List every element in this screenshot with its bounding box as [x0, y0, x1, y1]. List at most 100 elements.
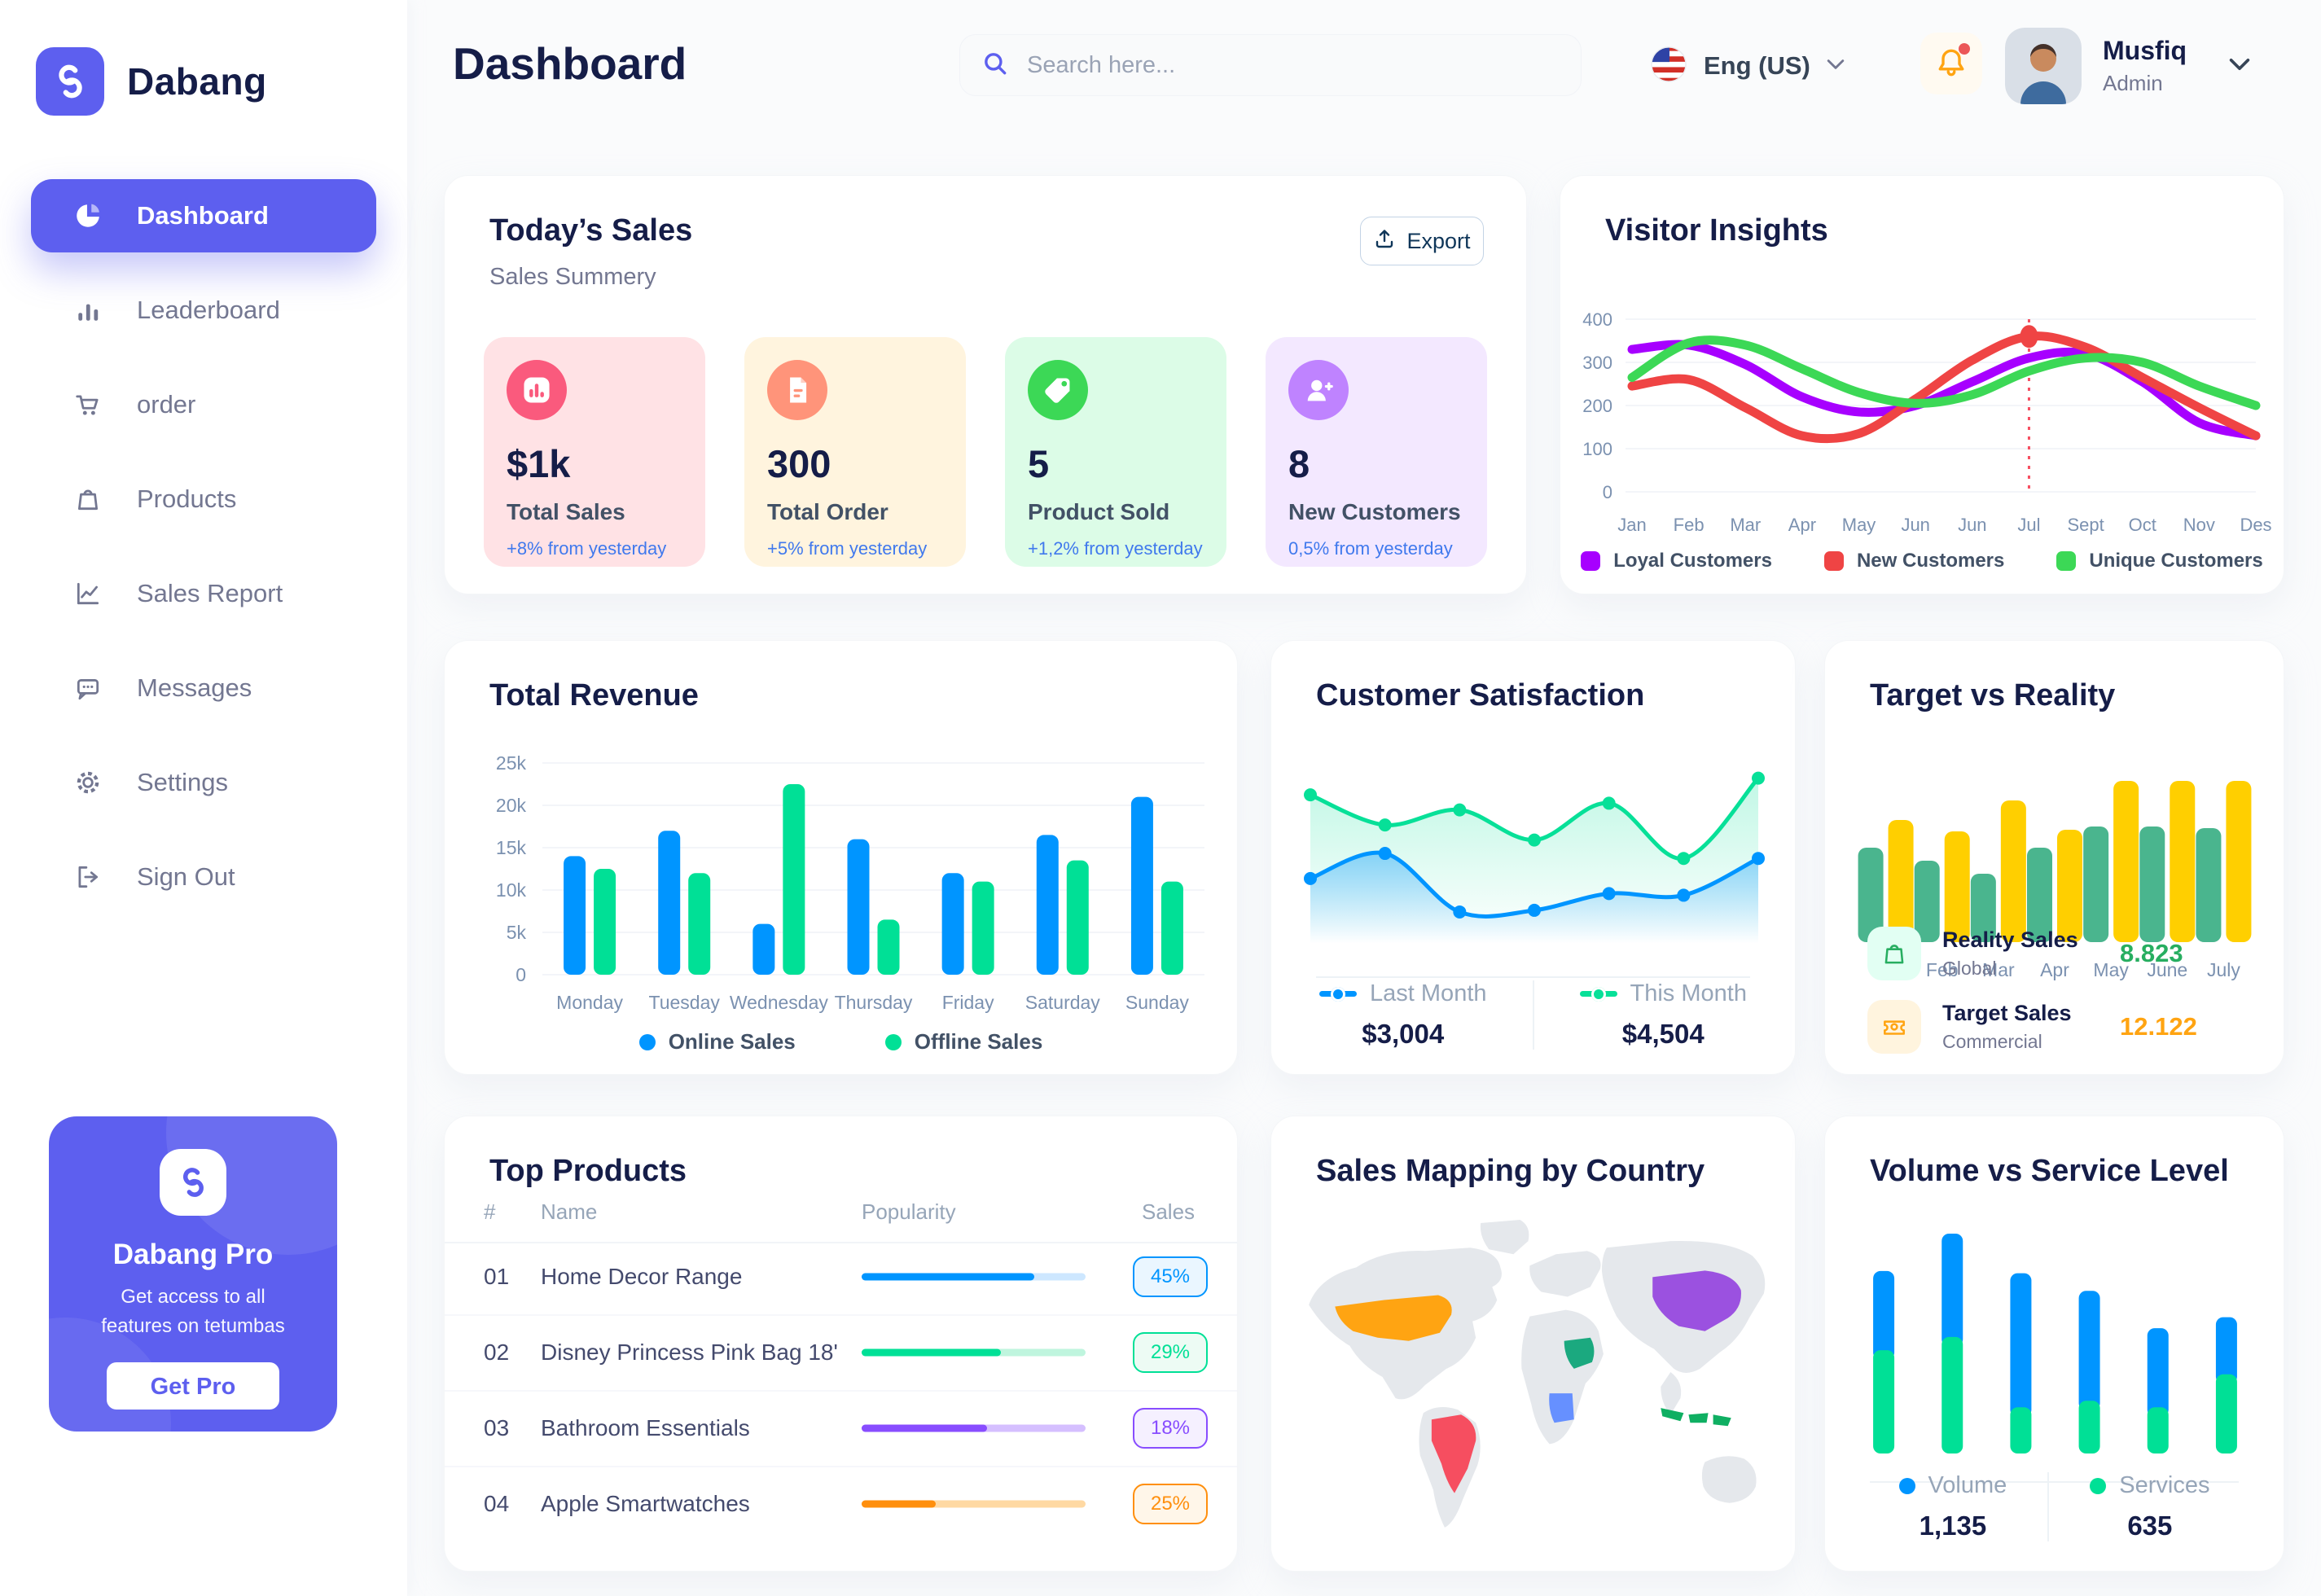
pro-description: Get access to all features on tetumbas — [101, 1286, 285, 1337]
svg-text:Friday: Friday — [942, 992, 994, 1013]
svg-text:July: July — [2207, 959, 2240, 980]
customer-satisfaction-title: Customer Satisfaction — [1316, 678, 1645, 712]
legend-line-dot — [1319, 991, 1358, 997]
sidebar-item-products[interactable]: Products — [31, 463, 376, 536]
notification-button[interactable] — [1920, 33, 1982, 94]
get-pro-button[interactable]: Get Pro — [107, 1362, 279, 1410]
legend-item: This Month $4,504 — [1579, 980, 1747, 1050]
visitor-insights-card: Visitor Insights 0 100 200 300 400 Jan Feb Mar A… — [1560, 175, 2284, 594]
sales-badge: 18% — [1133, 1407, 1208, 1449]
legend-value: $4,504 — [1621, 1019, 1705, 1049]
shopping-bag-icon — [1867, 927, 1921, 980]
sidebar-item-settings[interactable]: Settings — [31, 746, 376, 819]
world-map — [1309, 1220, 1766, 1528]
sales-mapping-title: Sales Mapping by Country — [1316, 1154, 1705, 1188]
svg-text:5k: 5k — [507, 922, 527, 943]
total-revenue-title: Total Revenue — [489, 678, 699, 712]
search-icon — [981, 50, 1009, 81]
sidebar-item-label: Sign Out — [137, 862, 235, 891]
country-china[interactable] — [1652, 1270, 1741, 1331]
language-label: Eng (US) — [1704, 51, 1810, 80]
legend-swatch — [1581, 551, 1601, 571]
pie-chart-icon — [73, 201, 103, 230]
country-brazil[interactable] — [1431, 1414, 1476, 1493]
svg-text:Wednesday: Wednesday — [730, 992, 829, 1013]
export-button[interactable]: Export — [1360, 217, 1484, 265]
sidebar-item-order[interactable]: order — [31, 368, 376, 441]
svg-text:June: June — [2147, 959, 2187, 980]
stat-card-product-sold: 5 Product Sold +1,2% from yesterday — [1005, 337, 1226, 567]
sales-mapping-card: Sales Mapping by Country — [1270, 1116, 1796, 1572]
legend-item: Offline Sales — [884, 1029, 1043, 1054]
svg-text:Feb: Feb — [1926, 959, 1959, 980]
svg-text:Sunday: Sunday — [1125, 992, 1190, 1013]
sidebar-item-label: Settings — [137, 768, 229, 796]
volume-service-legend: Volume 1,135 Services 635 — [1825, 1472, 2284, 1541]
sidebar-item-label: Sales Report — [137, 579, 283, 607]
legend-item: Services 635 — [2090, 1472, 2209, 1541]
user-role: Admin — [2103, 71, 2163, 95]
legend-value: 635 — [2127, 1510, 2173, 1541]
legend-item: New Customers — [1823, 550, 2004, 572]
product-rank: 04 — [484, 1490, 510, 1516]
brand-name: Dabang — [127, 60, 267, 103]
legend-label: Offline Sales — [914, 1029, 1043, 1054]
search-input[interactable] — [1025, 50, 1560, 80]
us-flag-icon — [1650, 46, 1687, 87]
stat-card-total-sales: $1k Total Sales +8% from yesterday — [484, 337, 705, 567]
pro-logo-icon — [160, 1149, 226, 1216]
legend-line-dot — [1579, 991, 1617, 997]
sidebar-item-leaderboard[interactable]: Leaderboard — [31, 274, 376, 347]
svg-text:May: May — [2093, 959, 2129, 980]
page-title: Dashboard — [453, 38, 687, 89]
sidebar: Dabang Dashboard Leaderboard order — [0, 0, 407, 1596]
svg-text:Monday: Monday — [556, 992, 623, 1013]
sidebar-item-sales-report[interactable]: Sales Report — [31, 557, 376, 630]
todays-sales-card: Today’s Sales Sales Summery Export $1k T… — [444, 175, 1527, 594]
message-icon — [73, 673, 103, 703]
sidebar-item-label: order — [137, 390, 196, 419]
country-dr-congo[interactable] — [1549, 1393, 1574, 1423]
popularity-bar-fill — [862, 1273, 1034, 1280]
sales-badge: 45% — [1133, 1256, 1208, 1297]
pro-title: Dabang Pro — [112, 1239, 274, 1270]
sidebar-item-dashboard[interactable]: Dashboard — [31, 179, 376, 252]
search-bar[interactable] — [959, 34, 1582, 96]
sidebar-item-sign-out[interactable]: Sign Out — [31, 840, 376, 914]
profile-menu[interactable]: Musfiq Admin — [2005, 28, 2250, 104]
popularity-bar — [862, 1348, 1086, 1356]
svg-text:Jun: Jun — [1958, 515, 1986, 535]
pro-upgrade-card: Dabang Pro Get access to all features on… — [49, 1116, 337, 1432]
svg-text:Oct: Oct — [2129, 515, 2156, 535]
svg-text:Apr: Apr — [2040, 959, 2069, 980]
legend-dot — [884, 1033, 902, 1050]
sidebar-item-messages[interactable]: Messages — [31, 651, 376, 725]
popularity-bar-fill — [862, 1500, 936, 1507]
country-united-states[interactable] — [1335, 1295, 1452, 1341]
volume-service-chart — [1873, 1234, 2237, 1454]
column-header: Sales — [1142, 1199, 1196, 1224]
svg-text:Apr: Apr — [1788, 515, 1816, 535]
divider — [445, 1242, 1237, 1243]
avatar — [2005, 28, 2082, 104]
product-name: Disney Princess Pink Bag 18' — [541, 1339, 838, 1365]
brand-logo-icon — [36, 47, 104, 116]
country-indonesia[interactable] — [1661, 1408, 1731, 1427]
svg-text:25k: 25k — [496, 752, 527, 774]
target-vs-reality-chart: JanFebMarAprMayJuneJuly — [1858, 781, 2252, 980]
legend-value: 1,135 — [1919, 1510, 1987, 1541]
svg-text:Mar: Mar — [1730, 515, 1761, 535]
table-header: # Name Popularity Sales — [445, 1199, 1237, 1235]
stat-card-total-order: 300 Total Order +5% from yesterday — [744, 337, 966, 567]
legend-label: Loyal Customers — [1613, 550, 1772, 572]
sidebar-item-label: Leaderboard — [137, 296, 280, 324]
language-selector[interactable]: Eng (US) — [1650, 39, 1845, 93]
svg-text:Jan: Jan — [1617, 515, 1646, 535]
legend-label: Unique Customers — [2089, 550, 2263, 572]
svg-text:200: 200 — [1582, 396, 1612, 416]
legend-item: Loyal Customers — [1581, 550, 1772, 572]
svg-text:0: 0 — [516, 964, 526, 985]
divider — [1870, 1481, 2239, 1483]
country-saudi-arabia[interactable] — [1564, 1337, 1595, 1369]
